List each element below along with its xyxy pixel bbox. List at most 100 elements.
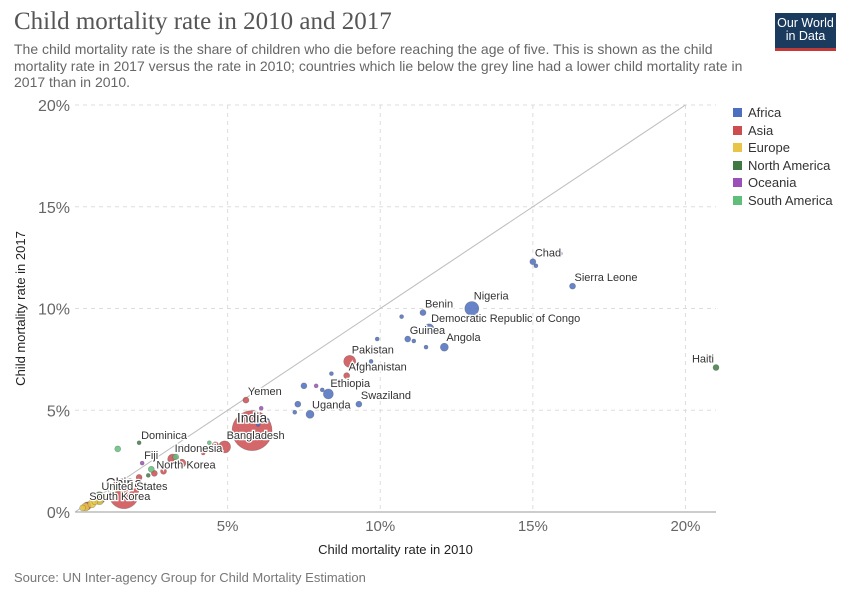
source-note: Source: UN Inter-agency Group for Child …	[14, 570, 366, 585]
data-point	[423, 323, 435, 335]
data-point	[148, 465, 155, 473]
data-point	[255, 422, 261, 427]
data-point	[135, 474, 143, 481]
legend-label: Europe	[748, 140, 790, 156]
legend-label: South America	[748, 192, 833, 208]
data-point	[136, 440, 142, 446]
point-label: Sierra Leone	[575, 272, 638, 284]
point-label: India	[237, 410, 268, 426]
data-point	[319, 387, 325, 393]
data-point	[108, 488, 115, 495]
data-point	[411, 338, 417, 344]
point-label: Uganda	[312, 399, 351, 411]
data-point	[569, 282, 576, 290]
legend-swatch	[733, 143, 742, 153]
legend-label: North America	[748, 157, 831, 173]
data-point	[529, 258, 537, 265]
data-point	[179, 444, 185, 450]
x-axis-label: Child mortality rate in 2010	[318, 542, 473, 557]
point-label: Pakistan	[352, 344, 394, 356]
point-label: Guinea	[410, 325, 446, 337]
data-point	[440, 342, 449, 352]
point-label: Swaziland	[361, 390, 411, 402]
x-tick-label: 10%	[365, 518, 395, 535]
legend-item[interactable]: South America	[733, 192, 833, 210]
data-point	[323, 388, 334, 400]
legend-swatch	[733, 160, 742, 170]
y-axis-label: Child mortality rate in 2017	[13, 231, 28, 386]
legend-label: Oceania	[748, 175, 797, 191]
data-point	[300, 382, 308, 390]
data-point	[423, 344, 429, 350]
data-point	[167, 460, 172, 466]
data-point	[387, 363, 392, 368]
point-label: South Korea	[89, 491, 151, 503]
y-tick-label: 10%	[38, 302, 70, 319]
point-label: Angola	[446, 332, 481, 344]
point-label: Haiti	[692, 354, 714, 366]
data-point	[294, 400, 302, 408]
data-point	[343, 372, 350, 379]
point-label: Afghanistan	[349, 362, 407, 374]
data-point	[114, 445, 122, 453]
data-point	[305, 410, 315, 419]
y-tick-label: 0%	[47, 505, 70, 522]
chart-title: Child mortality rate in 2010 and 2017	[14, 8, 392, 35]
point-label: Democratic Republic of Congo	[431, 313, 580, 325]
data-point	[464, 301, 480, 316]
legend-item[interactable]: Europe	[733, 139, 833, 157]
data-point	[258, 405, 264, 411]
y-tick-label: 20%	[38, 98, 70, 115]
data-point	[160, 467, 167, 475]
data-point	[355, 400, 363, 408]
data-point	[374, 336, 380, 342]
data-point	[102, 494, 109, 502]
data-point	[207, 440, 212, 446]
data-point	[145, 473, 151, 478]
legend-item[interactable]: Oceania	[733, 174, 833, 192]
logo-line-1: Our World	[777, 16, 834, 30]
legend-item[interactable]: North America	[733, 157, 833, 175]
data-point	[139, 460, 145, 466]
data-point	[218, 440, 231, 454]
data-point	[231, 410, 273, 451]
data-point	[264, 418, 270, 423]
legend-swatch	[733, 125, 742, 135]
legend-swatch	[733, 178, 742, 188]
x-tick-label: 5%	[217, 518, 239, 535]
data-point	[91, 498, 99, 506]
point-label: Indonesia	[175, 443, 224, 455]
point-label: China	[106, 475, 143, 491]
point-label: Fiji	[144, 450, 158, 462]
point-label: North Korea	[156, 459, 216, 471]
data-point	[558, 251, 563, 256]
data-point	[487, 293, 493, 299]
data-point	[121, 481, 127, 486]
legend-label: Asia	[748, 122, 774, 138]
data-point	[329, 371, 334, 376]
x-tick-label: 20%	[670, 518, 700, 535]
data-point	[533, 263, 539, 269]
legend-item[interactable]: Africa	[733, 104, 833, 122]
point-label: Benin	[425, 299, 453, 311]
legend-item[interactable]: Asia	[733, 122, 833, 140]
legend: Africa Asia Europe North America Oceania Sout…	[733, 104, 833, 209]
data-point	[172, 453, 180, 461]
data-point	[177, 458, 187, 468]
data-point	[343, 355, 357, 368]
legend-swatch	[733, 108, 742, 118]
legend-label: Africa	[748, 105, 782, 121]
data-point	[712, 364, 720, 371]
point-label: Ethiopia	[330, 378, 371, 390]
data-point	[126, 478, 134, 485]
data-point	[313, 383, 319, 389]
point-label: United States	[101, 481, 168, 493]
data-point	[338, 405, 343, 411]
data-point	[399, 314, 404, 319]
data-point	[151, 470, 158, 477]
chart-subtitle: The child mortality rate is the share of…	[14, 41, 743, 90]
logo-line-2: in Data	[785, 29, 826, 43]
data-point	[292, 409, 298, 415]
owid-logo[interactable]: Our World in Data	[775, 13, 836, 51]
